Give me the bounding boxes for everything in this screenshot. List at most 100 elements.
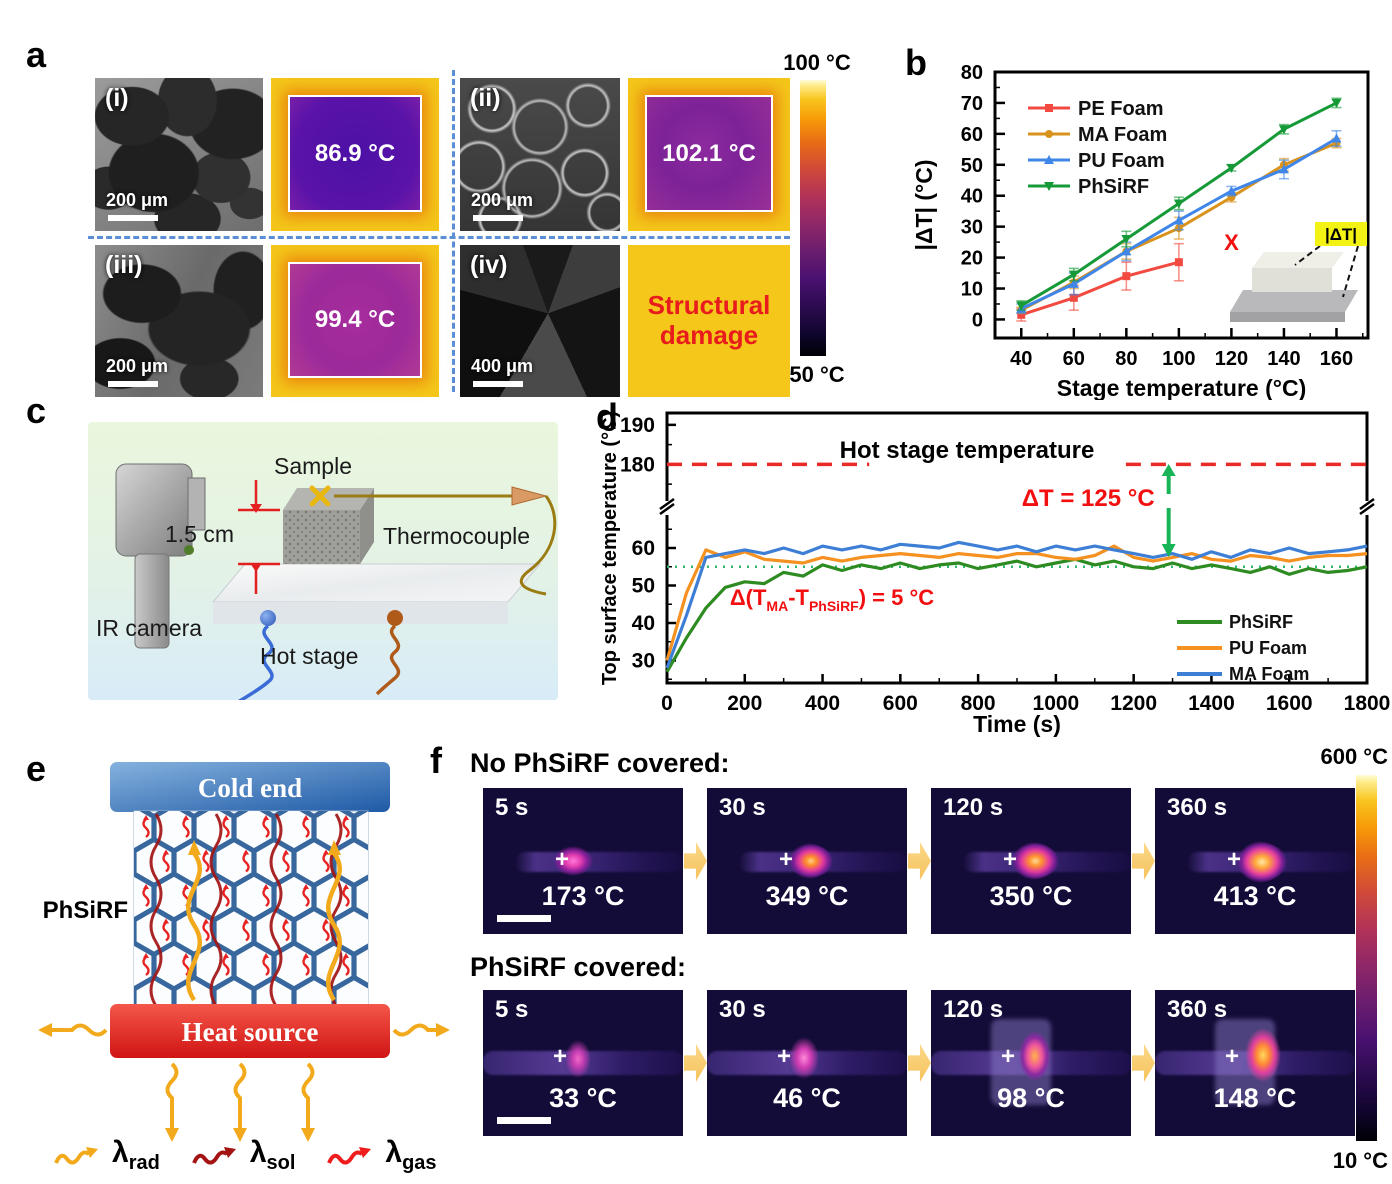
d-legend-label: PhSiRF [1229, 612, 1293, 632]
svg-text:0: 0 [972, 309, 983, 331]
thermal-frame: +5 s 173 °C [483, 788, 683, 934]
hot-spot [775, 843, 833, 880]
b-yaxis-label: |ΔT| (°C) [911, 160, 937, 251]
heat-source-label: Heat source [182, 1017, 319, 1047]
thermal-image-iii: 99.4 °C [271, 245, 439, 397]
panel-b-letter: b [905, 42, 927, 83]
hot-spot [565, 1039, 591, 1078]
crosshair-marker: + [779, 845, 794, 873]
b-series-PE Foam [1020, 260, 1180, 317]
svg-text:40: 40 [632, 612, 655, 635]
measure-point-x-icon [309, 485, 331, 507]
panel-f-colorbar-min: 10 °C [1332, 1148, 1388, 1173]
frame-temp-label: 173 °C [541, 881, 625, 911]
setup-schematic: Sample 1.5 cm Thermocouple IR camera Hot… [88, 422, 558, 700]
panel-e-letter: e [26, 748, 47, 789]
sequence-arrow-icon [684, 1044, 707, 1082]
d-yaxis-label: Top surface temperature (°C) [599, 411, 621, 685]
sequence-arrow-icon [1132, 842, 1155, 880]
damage-line-1: Structural [647, 290, 771, 321]
thermal-frame: +360 s 148 °C [1155, 990, 1355, 1136]
sequence-arrow-icon [684, 842, 707, 880]
radiation-arrows [38, 1023, 450, 1142]
frame-temp-label: 349 °C [765, 881, 849, 911]
d-series-PU Foam [665, 544, 1368, 661]
crosshair-marker: + [777, 1043, 792, 1071]
scale-bar-ii [473, 215, 523, 221]
honeycomb-structure [134, 811, 368, 1004]
panel-d-letter: d [596, 396, 618, 437]
svg-text:50: 50 [961, 155, 983, 177]
scale-bar-iii [108, 381, 158, 387]
wave-icon-rad [54, 1146, 98, 1164]
thermocouple-wire [334, 486, 557, 596]
thermal-temp-iii: 99.4 °C [314, 306, 396, 333]
thermal-frame: +120 s 350 °C [931, 788, 1131, 934]
sem-image-iii: (iii) 200 μm [95, 245, 263, 397]
svg-text:70: 70 [961, 93, 983, 115]
sample-label: Sample [274, 453, 352, 479]
crosshair-marker: + [553, 1043, 568, 1071]
frame-temp-label: 33 °C [549, 1083, 617, 1113]
hot-spot [1241, 1027, 1281, 1082]
panel-a-divider-horizontal [88, 236, 790, 239]
structural-damage-text: Structural damage [628, 245, 790, 397]
d-series-PhSiRF [665, 557, 1368, 673]
thermal-frame: +360 s 413 °C [1155, 788, 1355, 934]
thermocouple-label: Thermocouple [383, 523, 530, 549]
sem-scale-text-ii: 200 μm [471, 190, 534, 210]
delta-t-chart: 40 60 80 100 120 140 160 0 10 20 30 40 50 60 70 80 Stage… [911, 62, 1370, 400]
d-dt-annotation: ΔT = 125 °C [1022, 485, 1155, 512]
panel-f-letter: f [430, 740, 442, 781]
hot-stage-front [213, 602, 508, 624]
sequence-arrow-icon [908, 842, 931, 880]
svg-text:1800: 1800 [1344, 692, 1391, 715]
panel-a-divider-vertical [452, 70, 455, 392]
hot-spot [1015, 1030, 1051, 1081]
crosshair-marker: + [1225, 1043, 1240, 1071]
panel-a-colorbar-max: 100 °C [783, 50, 851, 75]
crosshair-marker: + [555, 845, 570, 873]
svg-text:120: 120 [1215, 348, 1248, 370]
cold-end-label: Cold end [198, 773, 302, 803]
sequence-arrow-icon [1132, 1044, 1155, 1082]
thermal-image-i: 86.9 °C [271, 78, 439, 231]
svg-text:140: 140 [1267, 348, 1300, 370]
hot-stage-top [211, 563, 542, 603]
legend-lambda-sol: λsol [249, 1136, 296, 1174]
svg-text:100: 100 [1162, 348, 1195, 370]
svg-text:400: 400 [805, 692, 840, 715]
svg-text:1600: 1600 [1266, 692, 1313, 715]
thermal-temp-ii: 102.1 °C [662, 139, 756, 167]
legend-lambda-gas: λgas [385, 1136, 437, 1174]
ir-camera-label: IR camera [96, 615, 202, 641]
thermal-temp-i: 86.9 °C [314, 139, 396, 167]
svg-text:10: 10 [961, 279, 983, 301]
crosshair-marker: + [1001, 1043, 1016, 1071]
wave-icon-sol [191, 1146, 236, 1164]
b-plot-border [993, 70, 1370, 340]
crosshair-marker: + [1003, 845, 1018, 873]
svg-text:0: 0 [661, 692, 673, 715]
damage-line-2: damage [659, 320, 759, 350]
hot-stage-wires [237, 610, 403, 700]
thermal-region-i: 86.9 °C [288, 95, 422, 212]
svg-text:1200: 1200 [1110, 692, 1157, 715]
panel-f-colorbar-max: 600 °C [1320, 744, 1388, 769]
frame-scale-bar [497, 1117, 551, 1124]
phsirf-label: PhSiRF [43, 897, 128, 924]
frame-time-label: 120 s [943, 996, 1004, 1023]
wave-icon-gas [327, 1146, 372, 1164]
frame-time-label: 360 s [1167, 794, 1228, 821]
sem-image-ii: (ii) 200 μm [460, 78, 620, 231]
thermal-region-iii: 99.4 °C [288, 262, 422, 378]
sem-image-i: (i) 200 μm [95, 78, 263, 231]
dimension-label: 1.5 cm [165, 521, 234, 547]
mechanism-legend: λrad λsol λgas [52, 1136, 437, 1175]
svg-text:40: 40 [961, 186, 983, 208]
sequence-arrow-icon [908, 1044, 931, 1082]
svg-text:60: 60 [1063, 348, 1085, 370]
svg-text:160: 160 [1320, 348, 1353, 370]
svg-text:800: 800 [961, 692, 996, 715]
d-legend-label: PU Foam [1229, 638, 1307, 658]
